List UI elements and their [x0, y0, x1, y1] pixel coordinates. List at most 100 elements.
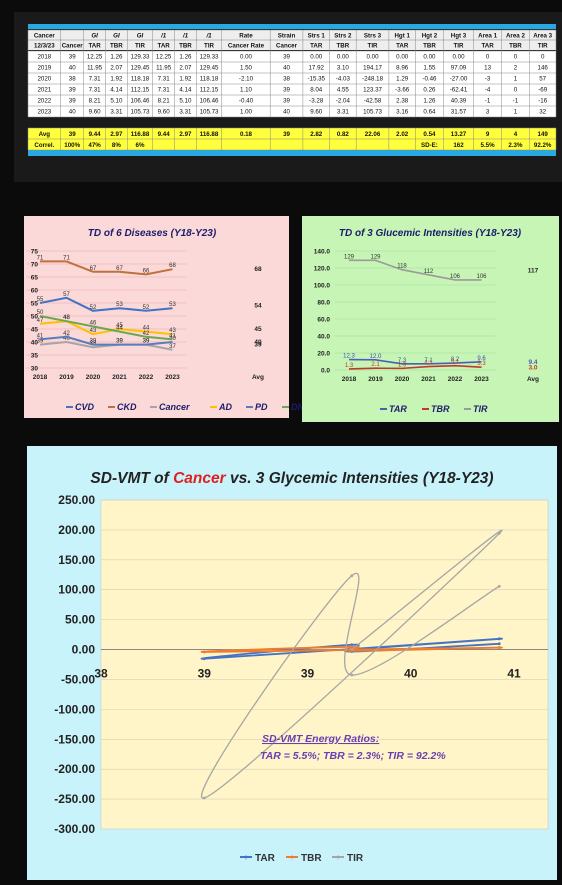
table-avg-cell: 9.44: [158, 131, 171, 138]
table-cell: 2018: [37, 54, 51, 61]
y-tick-label: 50.00: [65, 613, 95, 627]
table-cell: -27.00: [450, 76, 468, 83]
y-tick-label: 40.0: [317, 334, 330, 341]
table-cell: 146: [538, 65, 549, 72]
data-label: 5.1: [451, 360, 460, 366]
data-label: 50: [37, 310, 44, 316]
table-header-cell: TIR: [135, 43, 145, 50]
table-cell: 118.18: [200, 76, 219, 83]
y-tick-label: -250.00: [54, 792, 95, 806]
table-header-cell: /1: [205, 33, 212, 40]
table-header-cell: TIR: [538, 43, 548, 50]
table-correl-cell: 2.3%: [508, 142, 523, 149]
sd-vmt-chart-title: SD-VMT of Cancer vs. 3 Glycemic Intensit…: [90, 470, 493, 487]
table-cell: 4.55: [337, 87, 350, 94]
table-avg-cell: 13.27: [451, 131, 467, 138]
table-avg-cell: Avg: [39, 131, 51, 138]
table-header-cell: TBR: [337, 43, 350, 50]
table-avg-cell: 4: [514, 131, 518, 138]
glycemic-chart-title: TD of 3 Glucemic Intensities (Y18-Y23): [339, 228, 522, 239]
data-label: 37: [169, 344, 176, 350]
table-header-cell: Rate: [239, 33, 253, 40]
table-cell: -1: [513, 98, 519, 105]
table-cell: 0: [514, 87, 518, 94]
six-diseases-chart-background: [24, 216, 289, 418]
table-cell: 112.15: [131, 87, 150, 94]
table-cell: 3.31: [337, 109, 350, 116]
table-cell: -3.28: [309, 98, 324, 105]
x-tick-label: 2018: [33, 374, 48, 381]
data-label: 41: [169, 333, 176, 339]
data-label: 48: [63, 315, 70, 321]
table-avg-cell: 149: [538, 131, 549, 138]
table-cell: 39: [69, 87, 76, 94]
y-tick-label: 250.00: [58, 493, 95, 507]
data-label: 57: [63, 292, 70, 298]
data-label: 39: [90, 339, 97, 345]
table-header-cell: TAR: [396, 43, 409, 50]
table-cell: 194.17: [363, 65, 382, 72]
table-top-stripe: [28, 24, 556, 29]
table-cell: 2: [514, 65, 518, 72]
table-cell: 40: [283, 65, 290, 72]
legend-label-pd: PD: [255, 402, 268, 412]
energy-ratios-heading: SD-VMT Energy Ratios:: [262, 733, 379, 745]
avg-value: 68: [254, 266, 262, 273]
data-point-tbr: [202, 650, 206, 654]
table-correl-cell: Correl.: [34, 142, 54, 149]
table-header-cell: Hgt 2: [422, 33, 438, 40]
data-label: 3.3: [477, 361, 486, 367]
data-label: 55: [37, 297, 44, 303]
table-cell: 105.73: [131, 109, 150, 116]
table-cell: 11.95: [156, 65, 172, 72]
table-cell: -4: [485, 87, 491, 94]
table-cell: 1.00: [240, 109, 253, 116]
table-header-cell: GI: [91, 33, 98, 40]
avg-value: 3.0: [528, 364, 537, 371]
table-cell: 118.18: [131, 76, 150, 83]
x-tick-label: 39: [301, 667, 315, 681]
data-point-tir: [202, 796, 206, 800]
table-header-cell: TAR: [310, 43, 323, 50]
table-header-cell: TIR: [204, 43, 214, 50]
table-cell: 1.92: [110, 76, 123, 83]
table-header-cell: Area 1: [478, 33, 497, 40]
data-label: 8.2: [451, 357, 460, 363]
table-cell: 129.33: [200, 54, 219, 61]
legend-label-tbr: TBR: [301, 853, 322, 864]
table-cell: 3.16: [396, 109, 409, 116]
data-point-tar: [497, 642, 501, 646]
table-cell: 0: [514, 54, 518, 61]
data-point-tar: [350, 643, 354, 647]
table-cell: 2023: [37, 109, 51, 116]
table-cell: 2019: [37, 65, 51, 72]
y-tick-label: -100.00: [54, 702, 95, 716]
avg-value: 45: [254, 326, 262, 333]
table-header-cell: Cancer: [276, 43, 298, 50]
data-label: 71: [37, 255, 44, 261]
data-label: 12.0: [370, 354, 382, 360]
data-label: 44: [116, 326, 123, 332]
series-line-cancer: [39, 340, 173, 351]
table-cell: -62.41: [450, 87, 468, 94]
x-tick-label: 38: [94, 667, 108, 681]
y-tick-label: -300.00: [54, 822, 95, 836]
table-header-cell: Hgt 1: [394, 33, 410, 40]
table-cell: -0.46: [422, 76, 437, 83]
data-label: 2.1: [371, 362, 380, 368]
table-cell: 40.39: [451, 98, 467, 105]
y-tick-label: -50.00: [61, 672, 95, 686]
series-line-tbr: [348, 364, 482, 370]
data-point-tir: [350, 648, 354, 651]
table-cell: 9.60: [89, 109, 102, 116]
data-label: 67: [116, 266, 123, 272]
y-tick-label: 20.0: [317, 351, 330, 358]
avg-value: 54: [254, 303, 262, 310]
table-cell: 123.37: [363, 87, 382, 94]
table-avg-cell: 0.54: [423, 131, 436, 138]
table-header-cell: Cancer: [34, 33, 56, 40]
table-correl-cell: 5.5%: [481, 142, 496, 149]
table-cell: 39: [69, 98, 76, 105]
table-cell: 32: [539, 109, 546, 116]
